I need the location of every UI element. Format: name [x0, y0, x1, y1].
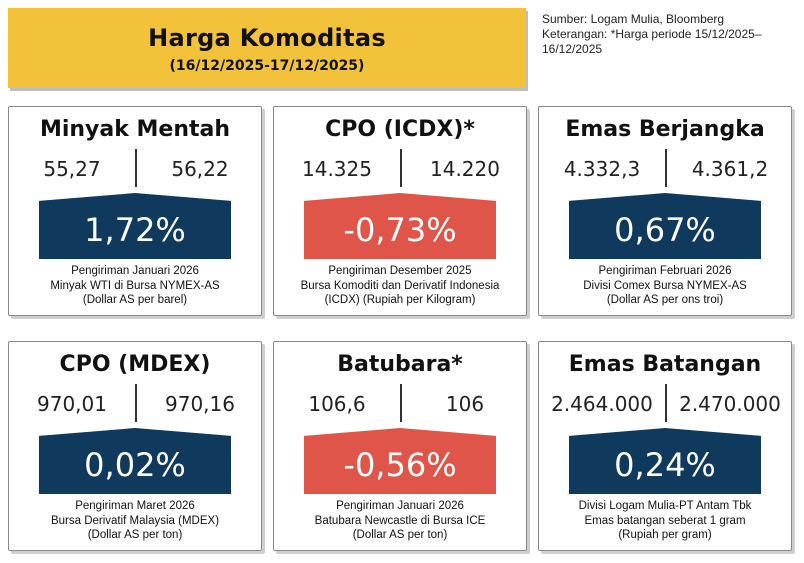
change-badge: 0,24% — [569, 428, 761, 494]
commodity-card-minyak-mentah: Minyak Mentah 55,27 56,22 1,72% Pengirim… — [8, 106, 262, 316]
note-line: Pengiriman Januari 2026 — [336, 500, 464, 512]
price-divider — [665, 149, 667, 187]
page-title: Harga Komoditas — [148, 24, 386, 52]
commodity-note: Pengiriman Januari 2026 Minyak WTI di Bu… — [9, 264, 261, 308]
price-previous: 2.464.000 — [551, 392, 653, 416]
price-previous: 14.325 — [302, 157, 372, 181]
commodity-name: Batubara* — [337, 352, 463, 377]
commodity-card-emas-batangan: Emas Batangan 2.464.000 2.470.000 0,24% … — [538, 341, 792, 551]
note-line: (ICDX) (Rupiah per Kilogram) — [324, 294, 476, 306]
note-line: (Dollar AS per ton) — [87, 529, 183, 541]
change-badge: 0,02% — [39, 428, 231, 494]
note-line: Pengiriman Januari 2026 — [71, 265, 199, 277]
note-line: (Dollar AS per ons troi) — [606, 294, 724, 306]
note-line: Batubara Newcastle di Bursa ICE — [314, 514, 486, 527]
note-line: Pengiriman Maret 2026 — [75, 500, 195, 512]
price-divider — [665, 384, 667, 422]
title-banner: Harga Komoditas (16/12/2025-17/12/2025) — [8, 8, 526, 88]
price-current: 4.361,2 — [691, 157, 769, 181]
change-percent: 0,02% — [84, 446, 186, 484]
source-note: Sumber: Logam Mulia, Bloomberg Keteranga… — [542, 12, 800, 57]
price-current: 14.220 — [430, 157, 500, 181]
commodity-name: Minyak Mentah — [39, 117, 231, 142]
commodity-card-emas-berjangka: Emas Berjangka 4.332,3 4.361,2 0,67% Pen… — [538, 106, 792, 316]
change-badge: -0,56% — [304, 428, 496, 494]
commodity-card-cpo-icdx: CPO (ICDX)* 14.325 14.220 -0,73% Pengiri… — [273, 106, 527, 316]
price-divider — [135, 149, 137, 187]
price-divider — [135, 384, 137, 422]
price-previous: 106,6 — [308, 392, 366, 416]
price-row: 4.332,3 4.361,2 — [539, 149, 791, 187]
remark-line: Keterangan: *Harga periode 15/12/2025–16… — [542, 27, 762, 56]
change-badge: 1,72% — [39, 193, 231, 259]
note-line: Divisi Comex Bursa NYMEX-AS — [583, 279, 747, 292]
commodity-name: CPO (MDEX) — [59, 352, 211, 377]
price-row: 106,6 106 — [274, 384, 526, 422]
change-badge: 0,67% — [569, 193, 761, 259]
note-line: Pengiriman Desember 2025 — [328, 265, 472, 277]
price-divider — [400, 384, 402, 422]
commodity-note: Pengiriman Februari 2026 Divisi Comex Bu… — [539, 264, 791, 308]
note-line: Emas batangan seberat 1 gram — [584, 514, 746, 527]
commodity-note: Pengiriman Maret 2026 Bursa Derivatif Ma… — [9, 499, 261, 543]
commodity-name: Emas Berjangka — [565, 117, 765, 142]
change-percent: -0,56% — [343, 446, 457, 484]
price-current: 970,16 — [165, 392, 235, 416]
note-line: (Rupiah per gram) — [618, 529, 712, 541]
note-line: (Dollar AS per ton) — [352, 529, 448, 541]
price-current: 106 — [445, 392, 485, 416]
price-previous: 4.332,3 — [563, 157, 641, 181]
price-divider — [400, 149, 402, 187]
period-label: (16/12/2025-17/12/2025) — [169, 58, 365, 74]
commodity-note: Pengiriman Januari 2026 Batubara Newcast… — [274, 499, 526, 543]
commodity-note: Divisi Logam Mulia-PT Antam Tbk Emas bat… — [539, 499, 791, 543]
commodity-name: CPO (ICDX)* — [325, 117, 475, 142]
note-line: Bursa Komoditi dan Derivatif Indonesia — [300, 279, 500, 292]
price-previous: 55,27 — [43, 157, 101, 181]
price-row: 970,01 970,16 — [9, 384, 261, 422]
price-previous: 970,01 — [37, 392, 107, 416]
change-percent: 0,24% — [614, 446, 716, 484]
commodity-card-cpo-mdex: CPO (MDEX) 970,01 970,16 0,02% Pengirima… — [8, 341, 262, 551]
price-row: 55,27 56,22 — [9, 149, 261, 187]
price-row: 2.464.000 2.470.000 — [539, 384, 791, 422]
commodity-note: Pengiriman Desember 2025 Bursa Komoditi … — [274, 264, 526, 308]
note-line: Bursa Derivatif Malaysia (MDEX) — [50, 514, 220, 527]
price-current: 56,22 — [171, 157, 229, 181]
commodity-card-batubara: Batubara* 106,6 106 -0,56% Pengiriman Ja… — [273, 341, 527, 551]
commodity-name: Emas Batangan — [568, 352, 762, 377]
source-line: Sumber: Logam Mulia, Bloomberg — [542, 12, 725, 26]
note-line: Pengiriman Februari 2026 — [598, 265, 732, 277]
note-line: Divisi Logam Mulia-PT Antam Tbk — [578, 500, 752, 512]
price-current: 2.470.000 — [679, 392, 781, 416]
change-badge: -0,73% — [304, 193, 496, 259]
change-percent: -0,73% — [343, 211, 457, 249]
note-line: Minyak WTI di Bursa NYMEX-AS — [50, 279, 220, 292]
note-line: (Dollar AS per barel) — [82, 294, 188, 306]
change-percent: 0,67% — [614, 211, 716, 249]
price-row: 14.325 14.220 — [274, 149, 526, 187]
change-percent: 1,72% — [84, 211, 186, 249]
